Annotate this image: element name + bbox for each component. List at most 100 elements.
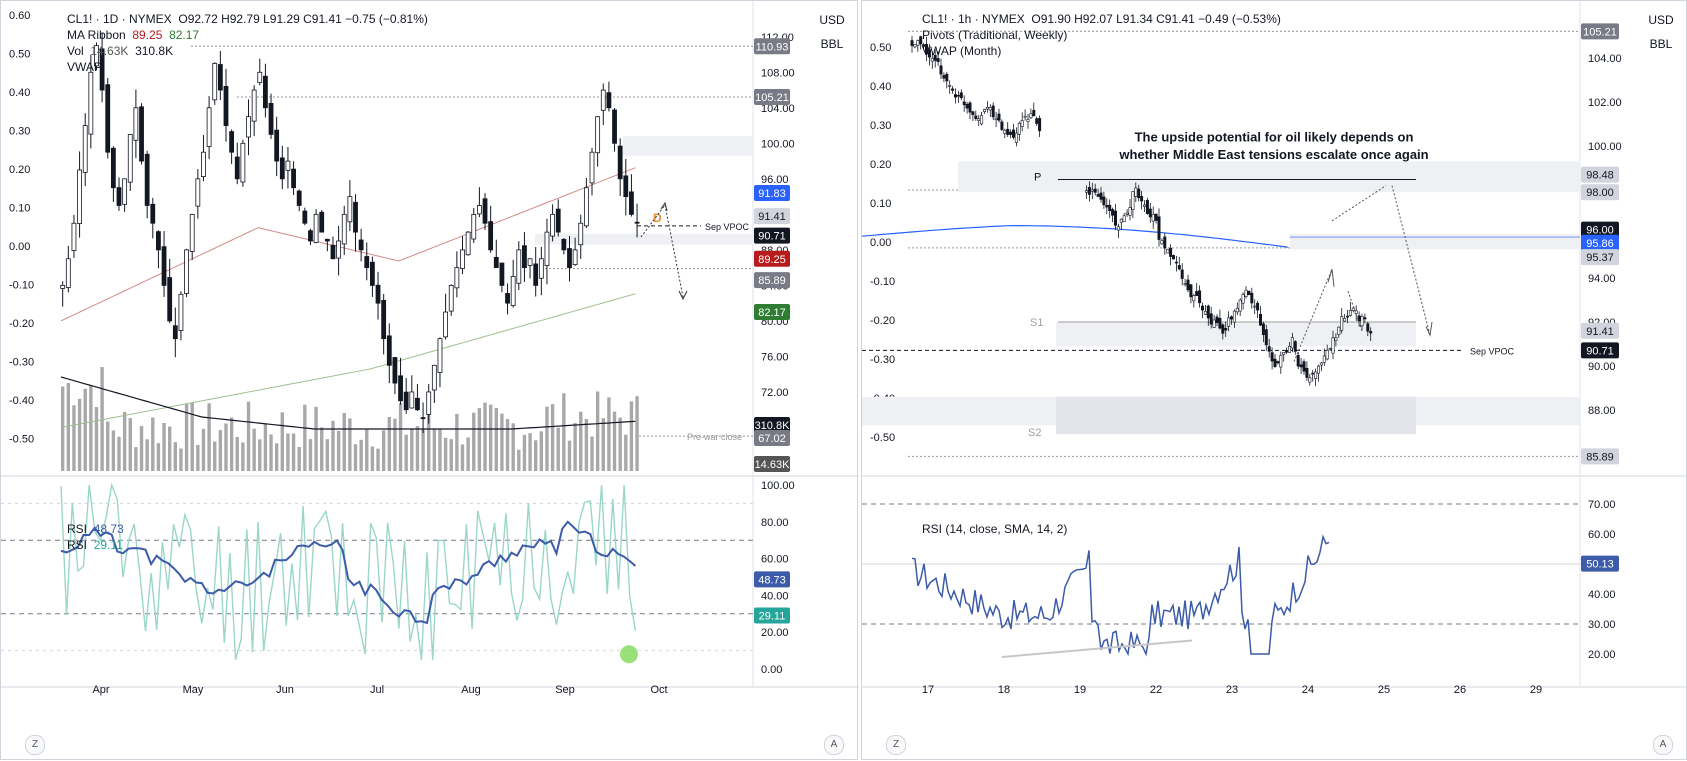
candle-body	[1241, 294, 1245, 304]
volume-bar	[89, 385, 93, 471]
candle-body	[1285, 349, 1289, 353]
hourly-chart-svg[interactable]: 0.50 0.40 0.30 0.20 0.10 0.00 -0.10 -0.20 -0.30 -…	[862, 1, 1687, 761]
left-axis-tick: 0.40	[9, 87, 30, 99]
volume-bar	[460, 444, 465, 471]
candle-body	[234, 156, 240, 180]
candle-body	[595, 116, 601, 154]
candle-body	[454, 267, 460, 289]
volume-bar	[443, 437, 448, 471]
candle-body	[948, 84, 952, 87]
volume-bar	[370, 446, 375, 471]
candle-body	[1192, 295, 1196, 302]
candle-body	[251, 89, 257, 122]
hourly-chart-panel: 0.50 0.40 0.30 0.20 0.10 0.00 -0.10 -0.20 -0.30 -…	[861, 0, 1687, 760]
volume-bar	[173, 442, 177, 471]
candle-body	[116, 187, 122, 206]
candle-body	[1009, 131, 1013, 135]
volume-bar	[511, 423, 515, 471]
candle-body	[443, 311, 449, 338]
candle-body	[94, 45, 99, 67]
left-axis-tick: -0.30	[9, 357, 34, 369]
volume-bar	[128, 418, 132, 471]
volume-bar	[376, 448, 380, 471]
rsi-axis-tick: 70.00	[1588, 499, 1616, 511]
candle-body	[229, 131, 235, 153]
candle-body	[1212, 319, 1216, 328]
volume-bar	[151, 417, 155, 471]
price-axis-tick: 90.00	[1588, 361, 1616, 373]
price-tag-label: 85.89	[1586, 451, 1614, 463]
rsi-label-2: RSI	[67, 538, 88, 552]
volume-value-2: 310.8K	[135, 44, 174, 58]
candle-body	[1014, 132, 1018, 143]
candle-body	[1227, 317, 1231, 327]
volume-bar	[331, 420, 335, 471]
ma-ribbon-label: MA Ribbon	[67, 28, 126, 42]
quantity-unit[interactable]: BBL	[1649, 37, 1673, 51]
zoom-reset-button[interactable]: Z	[25, 735, 45, 755]
price-tag	[754, 250, 790, 267]
candle-body	[263, 75, 268, 109]
candle-body	[415, 397, 420, 411]
candle-body	[533, 263, 539, 286]
left-axis-tick: -0.30	[870, 354, 895, 366]
auto-scale-button[interactable]: A	[1653, 735, 1673, 755]
price-tag	[754, 417, 790, 433]
daily-chart-svg[interactable]: 0.60 0.50 0.40 0.30 0.20 0.10 0.00 -0.10 -0.20 -0…	[1, 1, 859, 761]
prewar-label: Pre-war close	[687, 432, 742, 442]
candle-body	[1247, 290, 1251, 295]
candle-body	[212, 63, 218, 101]
candle-body	[916, 40, 920, 46]
volume-bar	[449, 439, 453, 471]
candle-body	[954, 94, 958, 98]
candle-body	[1206, 305, 1210, 319]
candle-body	[448, 284, 454, 312]
volume-bar	[224, 423, 228, 471]
candle-body	[919, 36, 923, 45]
price-axis-tick: 100.00	[761, 138, 795, 150]
candle-body	[1258, 313, 1262, 326]
candle-body	[223, 86, 229, 126]
volume-bar	[573, 423, 577, 471]
auto-scale-button[interactable]: A	[824, 735, 844, 755]
pivot-zone	[958, 161, 1580, 193]
time-axis-tick: Apr	[92, 684, 109, 696]
volume-bar	[618, 417, 622, 471]
candle-body	[1105, 205, 1109, 208]
candle-body	[77, 169, 82, 224]
candle-body	[1331, 337, 1335, 354]
quantity-unit[interactable]: BBL	[820, 37, 844, 51]
volume-bar	[156, 443, 161, 471]
volume-bar	[320, 427, 324, 471]
volume-bar	[235, 436, 239, 471]
volume-bar	[342, 413, 346, 471]
candle-body	[959, 92, 963, 99]
candle-body	[1171, 255, 1175, 260]
rsi-axis-tick: 40.00	[761, 590, 789, 602]
candle-body	[1142, 204, 1146, 207]
candle-body	[1131, 191, 1135, 210]
volume-bar	[545, 406, 549, 471]
candle-body	[983, 109, 987, 112]
candle-body	[476, 205, 482, 215]
candle-body	[1276, 361, 1280, 364]
rsi-tag-label: 29.11	[759, 610, 786, 622]
candle-body	[1282, 352, 1286, 355]
candle-body	[246, 116, 251, 138]
volume-bar	[348, 418, 352, 471]
price-tag	[754, 227, 790, 244]
volume-bar	[387, 416, 391, 471]
candle-body	[1343, 318, 1347, 322]
zoom-reset-button[interactable]: Z	[886, 735, 906, 755]
volume-bar	[455, 413, 459, 471]
candle-body	[420, 417, 426, 420]
currency-unit[interactable]: USD	[819, 13, 845, 27]
candle-body	[409, 391, 415, 409]
currency-unit[interactable]: USD	[1648, 13, 1674, 27]
vwap-month-line	[862, 225, 1289, 248]
candle-body	[1322, 355, 1326, 363]
ohlc-values: O92.72 H92.79 L91.29 C91.41 −0.75 (−0.81…	[178, 12, 428, 26]
rsi-axis-tick: 0.00	[761, 664, 782, 676]
candle-body	[1287, 345, 1291, 353]
candle-body	[308, 230, 313, 242]
